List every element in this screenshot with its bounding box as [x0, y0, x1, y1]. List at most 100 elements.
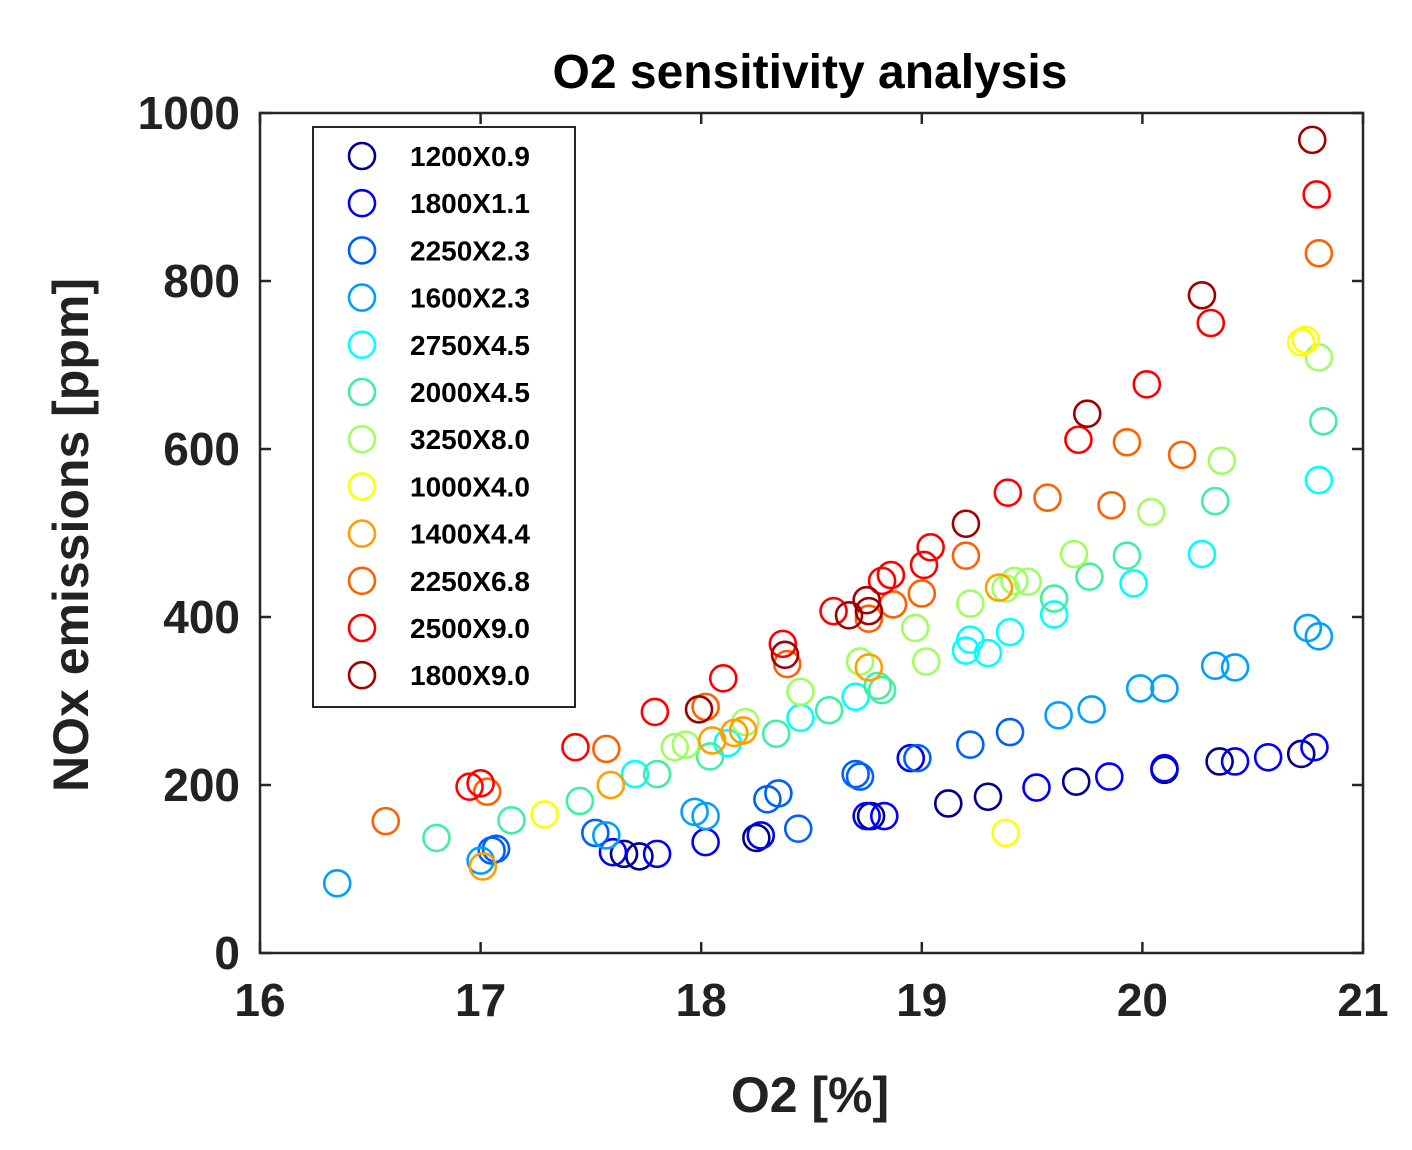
- legend-item: 1200X0.9: [347, 141, 530, 172]
- data-point: [581, 818, 610, 848]
- x-tick-label: 19: [896, 974, 947, 1026]
- data-point: [1033, 483, 1062, 513]
- series-1800X9.0: [684, 125, 1327, 724]
- data-point: [845, 762, 875, 791]
- data-point: [956, 589, 985, 618]
- series-1000X4.0: [530, 325, 1320, 848]
- legend-label: 2250X6.8: [410, 566, 530, 597]
- data-point: [1286, 739, 1316, 769]
- data-point: [903, 743, 932, 773]
- data-point: [956, 730, 985, 759]
- data-point: [422, 823, 451, 853]
- x-tick-label: 21: [1337, 974, 1388, 1026]
- legend-label: 1600X2.3: [410, 283, 530, 314]
- data-point: [1308, 406, 1338, 436]
- data-point: [371, 806, 401, 836]
- data-point: [1286, 328, 1316, 357]
- data-point: [867, 566, 897, 596]
- data-point: [1075, 562, 1104, 591]
- series-1800X1.1: [598, 732, 1329, 869]
- plot-area: 16 17 18 19 20 21 0 200 400 600 800 1000: [138, 87, 1389, 1026]
- data-point: [472, 777, 502, 807]
- legend-label: 1400X4.4: [410, 519, 530, 550]
- legend-marker: [347, 283, 377, 312]
- data-point: [911, 647, 941, 676]
- data-point: [1207, 446, 1237, 476]
- data-point: [1039, 600, 1069, 629]
- data-point: [642, 759, 672, 789]
- data-point: [1039, 584, 1069, 613]
- legend-label: 1200X0.9: [410, 141, 530, 172]
- data-point: [466, 769, 495, 798]
- series-3250X8.0: [660, 343, 1334, 762]
- legend-marker: [347, 188, 377, 218]
- data-point: [620, 759, 650, 789]
- data-point: [951, 509, 981, 539]
- axes-box: [258, 111, 1365, 955]
- data-point: [609, 839, 639, 869]
- legend-marker: [347, 566, 377, 596]
- data-point: [598, 837, 628, 867]
- x-tick-label: 16: [234, 974, 285, 1026]
- legend-marker: [347, 377, 377, 407]
- legend-item: 1600X2.3: [347, 283, 530, 314]
- data-point: [1304, 465, 1334, 495]
- y-tick-label: 1000: [138, 87, 240, 139]
- data-point: [1300, 732, 1329, 762]
- data-point: [565, 786, 595, 816]
- data-point: [592, 821, 621, 850]
- data-point: [455, 772, 484, 801]
- data-point: [783, 814, 813, 843]
- legend-item: 1800X9.0: [347, 660, 530, 691]
- data-point: [1187, 539, 1217, 569]
- data-point: [1000, 566, 1029, 596]
- data-point: [530, 800, 559, 829]
- legend-marker: [347, 472, 377, 501]
- data-point: [742, 823, 771, 853]
- data-point: [852, 585, 881, 615]
- data-point: [640, 697, 670, 727]
- y-tick-label: 600: [163, 423, 240, 475]
- data-point: [1304, 343, 1334, 372]
- data-point: [834, 601, 864, 630]
- data-point: [746, 821, 776, 850]
- data-point: [1013, 567, 1042, 597]
- data-point: [973, 782, 1003, 812]
- series-2500X9.0: [455, 180, 1331, 801]
- data-point: [1097, 490, 1126, 520]
- data-point: [1302, 180, 1331, 209]
- series-2250X6.8: [371, 238, 1334, 836]
- data-point: [695, 742, 725, 771]
- data-point: [642, 839, 672, 869]
- legend-label: 2500X9.0: [410, 613, 530, 644]
- data-point: [995, 617, 1025, 647]
- legend-item: 1000X4.0: [347, 471, 530, 502]
- data-point: [708, 664, 738, 693]
- legend-label: 1800X1.1: [410, 188, 530, 219]
- data-point: [592, 734, 621, 764]
- data-point: [1125, 674, 1155, 703]
- data-point: [786, 703, 815, 733]
- legend-marker: [347, 519, 377, 548]
- data-point: [1095, 762, 1124, 791]
- legend-item: 3250X8.0: [347, 424, 530, 455]
- data-point: [1064, 425, 1093, 455]
- data-point: [561, 732, 590, 762]
- data-point: [497, 805, 526, 835]
- data-point: [1072, 399, 1102, 429]
- data-point: [1220, 747, 1250, 776]
- data-point: [1112, 541, 1142, 570]
- legend-item: 1800X1.1: [347, 188, 530, 219]
- legend-label: 2750X4.5: [410, 330, 530, 361]
- legend-item: 2750X4.5: [347, 330, 530, 361]
- data-point: [1253, 742, 1283, 772]
- data-point: [973, 638, 1003, 668]
- data-point: [845, 647, 875, 676]
- legend-marker: [347, 141, 377, 171]
- data-point: [869, 801, 899, 831]
- data-point: [691, 801, 720, 831]
- data-point: [1220, 653, 1250, 682]
- legend-marker: [347, 660, 377, 690]
- data-point: [468, 852, 498, 881]
- data-point: [1150, 674, 1179, 703]
